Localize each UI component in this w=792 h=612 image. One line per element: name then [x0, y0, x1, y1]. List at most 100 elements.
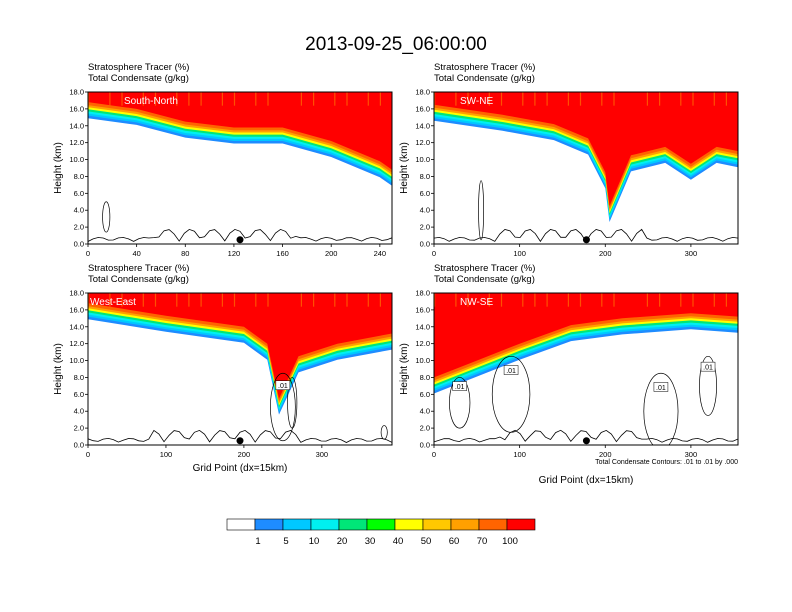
- tracer-band-7: [88, 92, 392, 170]
- condensate-contour: [643, 372, 679, 445]
- y-tick-label: 6.0: [74, 390, 84, 399]
- tracer-streak: [692, 92, 694, 106]
- plot-body: [434, 293, 738, 445]
- panel-title-line: Stratosphere Tracer (%): [88, 62, 189, 73]
- colorbar-box: [338, 518, 368, 531]
- panel-nw-se: .01 .01 .01 .01 0.0 2.0 4.0 6.0 8.0 10.0 12.0 14.0 1…: [399, 263, 739, 486]
- tracer-streak: [522, 293, 524, 307]
- panel-title-line: Stratosphere Tracer (%): [434, 62, 535, 73]
- tracer-streak: [579, 293, 582, 307]
- terrain-line: [88, 228, 392, 242]
- tracer-streak: [692, 293, 694, 307]
- x-tick-label: 200: [599, 450, 612, 459]
- y-tick-label: 16.0: [415, 305, 430, 314]
- y-axis-label: Height (km): [53, 343, 64, 395]
- tracer-streak: [500, 293, 503, 307]
- tracer-streak: [601, 92, 603, 106]
- x-tick-label: 0: [86, 450, 90, 459]
- colorbar: 1 5 10 20 30 40 50 60 70 100: [226, 518, 536, 547]
- contour-note: Total Condensate Contours: .01 to .01 by…: [595, 459, 738, 466]
- y-tick-label: 2.0: [74, 223, 84, 232]
- tracer-streak: [534, 92, 536, 106]
- tracer-streak: [121, 293, 123, 307]
- tracer-streak: [713, 92, 715, 106]
- x-tick-label: 300: [685, 450, 698, 459]
- tracer-streak: [142, 293, 144, 307]
- tracer-streak: [154, 293, 157, 307]
- tracer-streak: [221, 92, 223, 106]
- x-axis-label: Grid Point (dx=15km): [539, 475, 634, 486]
- y-tick-label: 12.0: [69, 339, 84, 348]
- y-tick-label: 10.0: [69, 356, 84, 365]
- tracer-streak: [88, 92, 90, 106]
- condensate-contour: [287, 377, 298, 429]
- plot-body: [88, 293, 392, 443]
- tracer-streak: [313, 293, 315, 307]
- location-marker: [582, 236, 590, 244]
- contour-label: .01: [455, 384, 465, 391]
- panel-label: West-East: [90, 297, 136, 308]
- colorbar-box: [422, 518, 452, 531]
- location-marker: [236, 437, 244, 445]
- x-tick-label: 300: [316, 450, 329, 459]
- tracer-streak: [567, 293, 569, 307]
- contour-label-box: [503, 365, 519, 375]
- colorbar-label: 50: [421, 536, 432, 547]
- tracer-streak: [488, 92, 490, 106]
- panel-south-north: 0.0 2.0 4.0 6.0 8.0 10.0 12.0 14.0 16.0 18.0 0 40 80…: [53, 62, 393, 258]
- tracer-streak: [154, 92, 157, 106]
- y-tick-label: 16.0: [69, 305, 84, 314]
- y-tick-label: 4.0: [420, 206, 430, 215]
- panel-label: SW-NE: [460, 96, 493, 107]
- x-axis-label: Grid Point (dx=15km): [193, 463, 288, 474]
- location-marker: [236, 236, 244, 244]
- y-tick-label: 0.0: [74, 240, 84, 249]
- colorbar-box: [310, 518, 340, 531]
- tracer-streak: [467, 293, 469, 307]
- y-axis-label: Height (km): [53, 142, 64, 194]
- colorbar-label: 5: [283, 536, 288, 547]
- y-tick-label: 8.0: [420, 373, 430, 382]
- panel-west-east: .01 0.0 2.0 4.0 6.0 8.0 10.0 12.0 14.0 16.0 18.0 0 1…: [53, 263, 393, 474]
- tracer-streak: [613, 293, 615, 307]
- x-tick-label: 40: [132, 249, 140, 258]
- y-tick-label: 14.0: [69, 121, 84, 130]
- panel-title-line: Total Condensate (g/kg): [88, 274, 189, 285]
- tracer-streak: [346, 293, 348, 307]
- panels-group: 0.0 2.0 4.0 6.0 8.0 10.0 12.0 14.0 16.0 18.0 0 40 80…: [53, 62, 739, 486]
- condensate-contour: [491, 355, 531, 433]
- tracer-streak: [601, 293, 603, 307]
- tracer-streak: [659, 293, 661, 307]
- y-tick-label: 12.0: [415, 138, 430, 147]
- colorbar-box: [282, 518, 312, 531]
- tracer-streak: [221, 293, 223, 307]
- plot-frame: [433, 292, 739, 446]
- colorbar-label: 30: [365, 536, 376, 547]
- tracer-streak: [188, 92, 190, 106]
- tracer-streak: [434, 293, 436, 307]
- tracer-streak: [233, 293, 236, 307]
- y-tick-label: 10.0: [69, 155, 84, 164]
- tracer-streak: [267, 92, 269, 106]
- panel-label: NW-SE: [460, 297, 493, 308]
- colorbar-label: 40: [393, 536, 404, 547]
- y-tick-label: 16.0: [415, 104, 430, 113]
- colorbar-label: 100: [502, 536, 518, 547]
- contour-label-box: [275, 380, 291, 390]
- figure-title: 2013-09-25_06:00:00: [305, 34, 487, 55]
- tracer-streak: [455, 92, 457, 106]
- y-tick-label: 14.0: [415, 121, 430, 130]
- y-tick-label: 18.0: [69, 88, 84, 97]
- tracer-streak: [267, 293, 269, 307]
- plot-body: [434, 92, 738, 243]
- tracer-streak: [680, 92, 682, 106]
- x-tick-label: 200: [599, 249, 612, 258]
- tracer-streak: [534, 293, 536, 307]
- colorbar-box: [366, 518, 396, 531]
- y-tick-label: 10.0: [415, 155, 430, 164]
- y-tick-label: 14.0: [415, 322, 430, 331]
- x-tick-label: 100: [513, 249, 526, 258]
- tracer-streak: [646, 92, 648, 106]
- terrain-line: [434, 429, 738, 443]
